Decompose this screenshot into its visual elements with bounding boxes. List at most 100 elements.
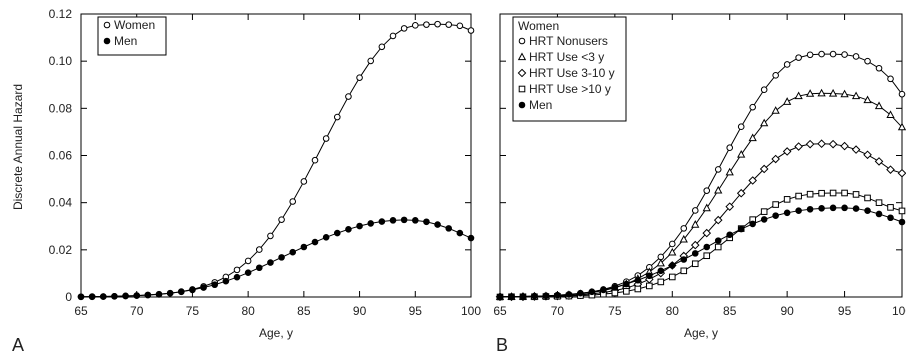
data-point	[851, 145, 861, 154]
data-point	[111, 292, 118, 300]
circle-open-icon	[103, 21, 111, 29]
data-point	[829, 50, 837, 58]
data-point	[737, 225, 745, 233]
data-point	[875, 210, 883, 218]
data-point	[887, 204, 894, 211]
data-point	[725, 202, 735, 211]
data-point	[898, 207, 906, 215]
data-point	[749, 220, 756, 228]
data-point	[703, 243, 711, 251]
y-tick-label: 0.12	[49, 7, 73, 21]
data-point	[267, 259, 274, 266]
data-point	[423, 21, 430, 28]
data-point	[759, 164, 769, 174]
legend-label: HRT Use >10 y	[529, 82, 611, 96]
y-tick-label: 0.06	[49, 149, 73, 163]
circle-filled-icon	[518, 101, 526, 109]
data-point	[456, 22, 464, 30]
data-point	[760, 86, 768, 94]
x-tick-label: 85	[297, 304, 311, 318]
data-point	[445, 21, 453, 28]
data-point	[714, 243, 722, 251]
data-point	[817, 139, 826, 149]
data-point	[864, 207, 871, 214]
data-point	[133, 292, 141, 299]
data-point	[400, 216, 408, 224]
data-point	[77, 293, 85, 301]
data-point	[748, 133, 757, 142]
data-point	[852, 53, 860, 60]
data-point	[852, 205, 860, 212]
data-point	[794, 91, 803, 100]
data-point	[886, 165, 895, 174]
x-tick-label: 80	[241, 304, 255, 318]
series-line	[499, 207, 903, 298]
data-point	[456, 229, 464, 237]
data-point	[400, 25, 408, 32]
data-point	[690, 240, 700, 250]
data-point	[144, 291, 152, 299]
data-point	[467, 27, 475, 34]
data-point	[783, 97, 792, 105]
circle-open-icon	[518, 37, 526, 45]
data-point	[829, 204, 837, 212]
data-point	[714, 237, 722, 244]
data-point	[211, 281, 219, 289]
data-point	[600, 286, 607, 294]
x-tick-label: 100	[461, 304, 481, 318]
data-point	[840, 141, 849, 151]
data-point	[508, 293, 515, 300]
legend: Women Men	[97, 16, 167, 56]
legend-label: HRT Use 3-10 y	[529, 66, 615, 80]
data-point	[554, 291, 561, 299]
data-point	[657, 278, 665, 286]
data-point	[177, 288, 185, 296]
data-point	[233, 266, 241, 274]
data-point	[611, 284, 619, 291]
data-point	[771, 154, 780, 164]
data-point	[434, 221, 441, 228]
y-tick-label: 0.04	[49, 196, 73, 210]
data-point	[588, 288, 596, 296]
circle-filled-icon	[103, 37, 111, 45]
data-point	[760, 118, 769, 127]
data-point	[657, 267, 665, 275]
x-tick-label: 75	[608, 304, 622, 318]
plot-frame	[80, 13, 472, 298]
data-point	[864, 57, 871, 65]
square-icon	[518, 85, 526, 93]
data-point	[611, 289, 619, 297]
data-point	[300, 178, 308, 185]
data-point	[736, 188, 746, 198]
series-women	[77, 20, 475, 301]
data-point	[668, 273, 676, 281]
data-point	[679, 234, 688, 243]
series-hrt-use-3-10-y	[495, 139, 906, 302]
data-point	[691, 260, 699, 268]
data-point	[668, 240, 676, 248]
data-point	[874, 157, 884, 166]
data-point	[378, 218, 386, 225]
data-point	[333, 229, 341, 237]
data-point	[166, 289, 174, 297]
data-point	[874, 101, 884, 110]
legend-box	[512, 16, 627, 122]
y-tick-label: 0.02	[49, 243, 73, 257]
data-point	[863, 95, 872, 104]
data-point	[255, 264, 263, 272]
data-point	[289, 248, 297, 256]
series-men	[496, 204, 906, 301]
data-point	[841, 204, 848, 212]
data-point	[760, 208, 768, 215]
data-point	[233, 273, 241, 281]
data-point	[222, 277, 230, 285]
data-point	[634, 285, 642, 293]
data-point	[646, 282, 653, 290]
data-point	[771, 106, 780, 114]
data-point	[817, 88, 826, 97]
y-tick-label: 0	[65, 290, 72, 304]
data-point	[311, 238, 319, 246]
data-point	[367, 220, 375, 227]
